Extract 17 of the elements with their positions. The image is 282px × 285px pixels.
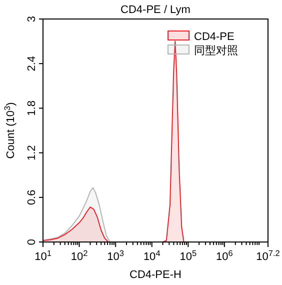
y-tick-label: 0 <box>26 238 38 246</box>
legend-label: CD4-PE <box>194 31 234 43</box>
y-tick-label: 2.4 <box>26 56 38 72</box>
chart-title: CD4-PE / Lym <box>120 4 190 16</box>
x-tick-label: 10$^{6}$ <box>216 248 234 263</box>
x-tick-label: 10$^{7.2}$ <box>256 248 280 263</box>
x-tick-label: 10$^{2}$ <box>70 248 88 263</box>
legend-label: 同型对照 <box>194 44 238 57</box>
y-tick-label: 1.2 <box>26 145 38 160</box>
x-tick-label: 10$^{1}$ <box>34 248 52 263</box>
x-tick-label: 10$^{3}$ <box>107 248 124 263</box>
y-tick-label: 0.6 <box>26 190 38 206</box>
y-tick-label: 1.8 <box>26 100 38 116</box>
y-tick-label: 3 <box>26 16 38 22</box>
x-axis-title: CD4-PE-H <box>130 269 182 281</box>
x-tick-label: 10$^{5}$ <box>180 248 197 263</box>
x-tick-label: 10$^{4}$ <box>143 248 161 263</box>
